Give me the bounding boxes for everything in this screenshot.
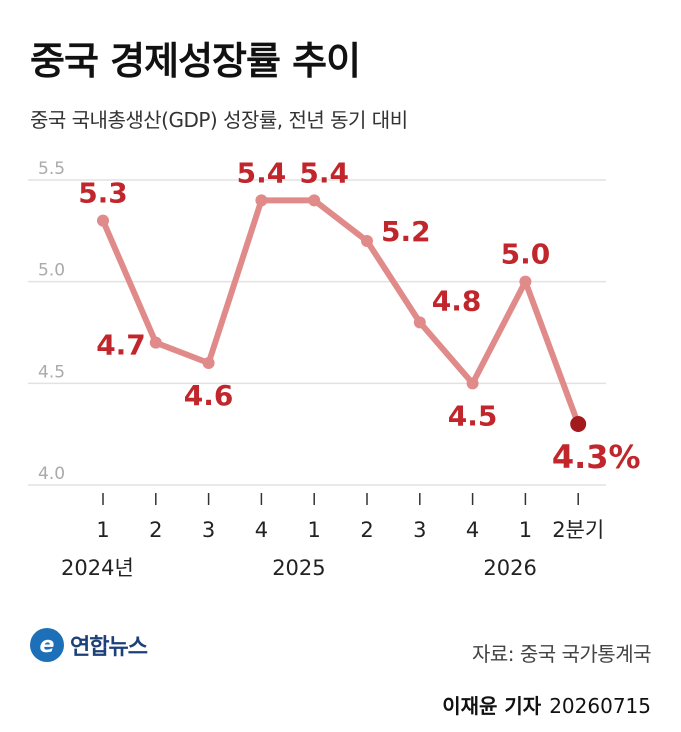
data-point xyxy=(570,416,587,432)
y-tick-label: 4.0 xyxy=(38,464,65,484)
data-point xyxy=(308,194,321,207)
source-note: 자료: 중국 국가통계국 xyxy=(471,642,652,666)
x-tick-label: 2 xyxy=(360,518,373,542)
data-point xyxy=(413,316,426,329)
line-chart: 5.5 5.0 4.5 4.0 1 2 3 4 1 2 3 4 1 2분기 2024년 2025 2026 5.3… xyxy=(28,156,641,580)
data-label: 5.4 xyxy=(237,156,287,189)
reporter-name: 이재윤 기자 xyxy=(442,694,542,718)
logo-text: 연합뉴스 xyxy=(70,635,148,660)
y-tick-label: 5.5 xyxy=(38,159,65,179)
x-tick-label: 2 xyxy=(149,518,162,542)
data-point xyxy=(255,194,268,207)
data-label: 4.7 xyxy=(96,329,146,362)
y-tick-label: 5.0 xyxy=(38,261,65,281)
data-label: 4.3% xyxy=(552,438,641,476)
data-label: 5.2 xyxy=(381,215,431,248)
year-label: 2025 xyxy=(272,556,325,580)
y-tick-label: 4.5 xyxy=(38,362,65,382)
data-point xyxy=(202,357,215,369)
data-label: 5.4 xyxy=(299,156,349,189)
x-tick-label: 4 xyxy=(255,518,268,542)
data-point xyxy=(97,214,109,227)
x-tick-label: 2분기 xyxy=(552,518,604,542)
yonhap-logo: e 연합뉴스 xyxy=(30,628,148,662)
data-point xyxy=(361,235,373,247)
publish-date: 20260715 xyxy=(549,694,651,718)
data-label: 5.0 xyxy=(501,238,551,271)
chart-subtitle: 중국 국내총생산(GDP) 성장률, 전년 동기 대비 xyxy=(30,108,408,132)
data-point xyxy=(466,377,479,390)
year-label: 2024년 xyxy=(61,556,134,580)
x-tick-label: 1 xyxy=(96,518,109,542)
series-line xyxy=(100,197,582,427)
x-tick-label: 3 xyxy=(202,518,215,542)
data-label: 4.8 xyxy=(432,284,482,317)
byline: 이재윤 기자 20260715 xyxy=(442,690,651,719)
data-point xyxy=(519,275,532,288)
data-label: 5.3 xyxy=(78,177,128,210)
data-label: 4.6 xyxy=(184,379,234,412)
x-tick-label: 3 xyxy=(413,518,426,542)
data-label: 4.5 xyxy=(448,399,498,432)
year-label: 2026 xyxy=(483,556,536,580)
yonhap-logo-icon: e xyxy=(30,628,64,662)
x-tick-label: 4 xyxy=(466,518,479,542)
chart-title: 중국 경제성장률 추이 xyxy=(30,39,361,83)
data-point xyxy=(149,336,162,349)
x-tick-label: 1 xyxy=(308,518,321,542)
x-tick-label: 1 xyxy=(519,518,532,542)
